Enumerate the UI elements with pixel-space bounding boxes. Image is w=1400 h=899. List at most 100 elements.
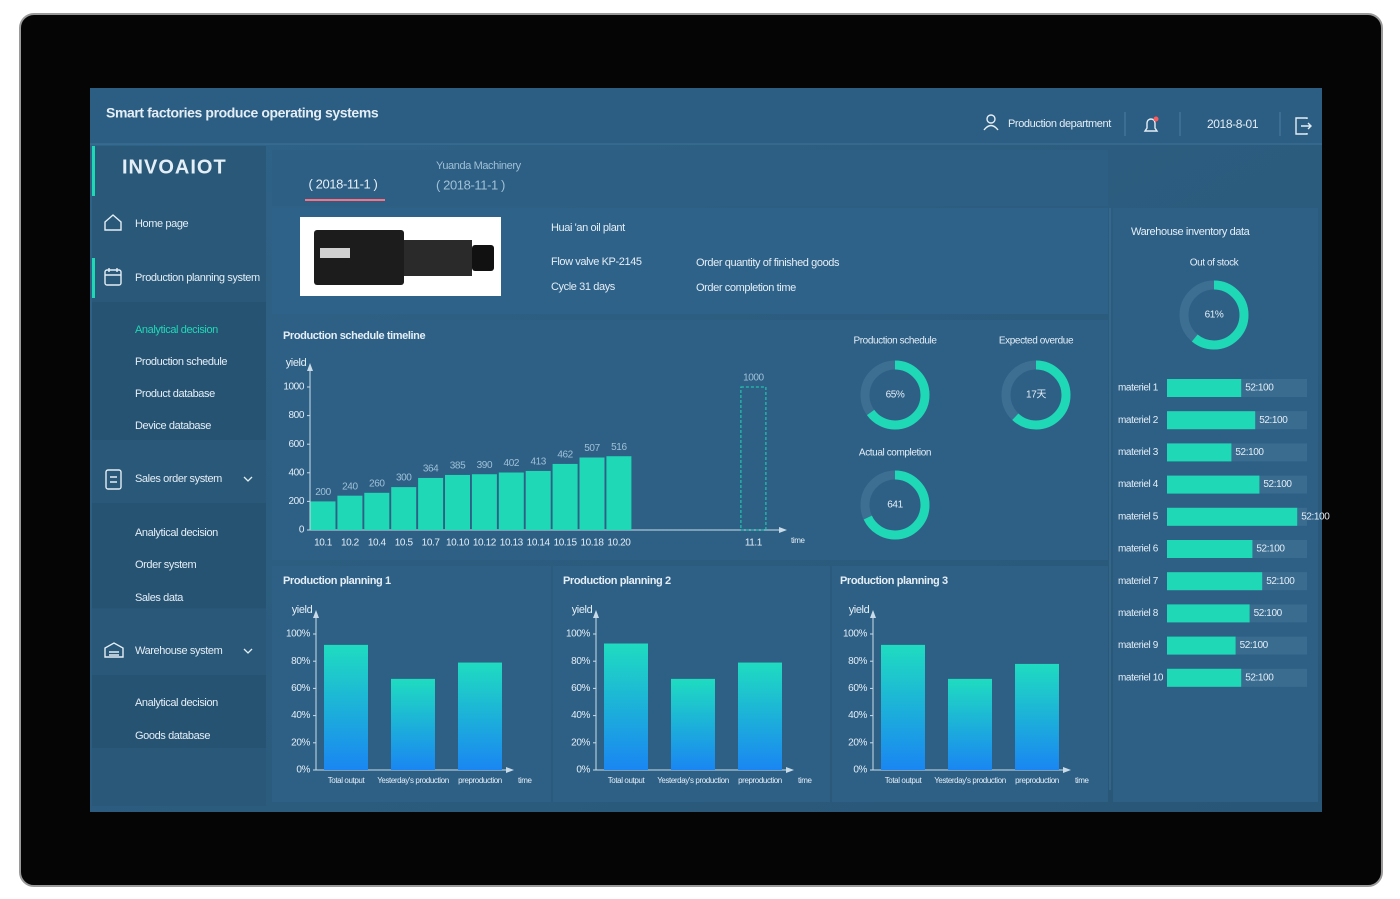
y-tick-label: 20% (848, 737, 867, 748)
material-label: 52:100 (1254, 608, 1283, 619)
submenu-item[interactable]: Analytical decision (135, 527, 219, 539)
warehouse-panel (1113, 208, 1318, 802)
material-name: materiel 10 (1118, 672, 1164, 683)
y-axis-label: yield (292, 604, 313, 616)
submenu-item[interactable]: Product database (135, 388, 216, 400)
value-label: 300 (396, 473, 412, 484)
bar (391, 678, 435, 770)
value-label: 200 (315, 487, 331, 498)
material-label: 52:100 (1245, 383, 1274, 394)
submenu-item[interactable]: Analytical decision (135, 324, 219, 336)
x-tick-label: preproduction (738, 776, 782, 785)
material-bar (1167, 379, 1242, 397)
bar (606, 456, 632, 530)
product-cycle: Cycle 31 days (551, 281, 616, 293)
valve-drawing (314, 230, 494, 285)
value-label: 1000 (743, 373, 764, 384)
material-bar (1167, 572, 1263, 591)
submenu-item[interactable]: Goods database (135, 730, 211, 742)
submenu-block (92, 503, 266, 609)
panel-title: Warehouse inventory data (1131, 226, 1251, 238)
gauge-arc (860, 470, 930, 540)
gauge-arc (1179, 280, 1249, 350)
expand-chevron[interactable] (243, 476, 253, 482)
y-tick-label: 0% (853, 765, 867, 776)
current-date: 2018-8-01 (1207, 117, 1259, 131)
x-axis-label: time (518, 776, 532, 785)
menu-item[interactable]: Production planning system (135, 272, 260, 284)
tab-label[interactable]: ( 2018-11-1 ) (309, 176, 378, 191)
bar (391, 487, 417, 530)
submenu-item[interactable]: Analytical decision (135, 697, 219, 709)
y-axis-label: yield (286, 357, 307, 369)
completion-time: Order completion time (696, 282, 796, 294)
y-axis-label: yield (572, 604, 593, 616)
submenu-block (92, 302, 266, 440)
submenu-item[interactable]: Order system (135, 559, 197, 571)
material-label: 52:100 (1259, 415, 1288, 426)
y-tick-label: 60% (571, 683, 590, 694)
bar (471, 474, 497, 530)
y-tick-label: 1000 (283, 382, 304, 393)
y-tick-label: 20% (571, 737, 590, 748)
planning-icon (104, 268, 122, 286)
chart-title: Production schedule timeline (283, 330, 425, 342)
y-tick-label: 40% (571, 710, 590, 721)
x-tick-label: 10.18 (580, 538, 604, 549)
material-label: 52:100 (1266, 576, 1295, 587)
x-axis-label: time (791, 536, 805, 545)
x-tick-label: Yesterday's production (934, 776, 1006, 785)
material-label: 52:100 (1240, 640, 1269, 651)
bar (498, 472, 524, 530)
menu-item[interactable]: Sales order system (135, 473, 223, 485)
material-bar (1167, 668, 1242, 687)
material-name: materiel 1 (1118, 383, 1159, 394)
submenu-item[interactable]: Device database (135, 420, 212, 432)
value-label: 516 (611, 442, 627, 453)
bar (418, 477, 444, 530)
menu-item[interactable]: Warehouse system (135, 645, 223, 657)
app-title: Smart factories produce operating system… (106, 105, 379, 121)
user-icon[interactable] (983, 114, 999, 131)
bar (881, 644, 925, 770)
material-name: materiel 4 (1118, 479, 1159, 490)
x-tick-label: Yesterday's production (377, 776, 449, 785)
bar (310, 501, 336, 530)
submenu-item[interactable]: Sales data (135, 592, 185, 604)
x-tick-label: 10.4 (368, 538, 387, 549)
material-name: materiel 2 (1118, 415, 1159, 426)
material-bar (1167, 636, 1236, 655)
product-model: Flow valve KP-2145 (551, 256, 642, 268)
expand-chevron[interactable] (243, 648, 253, 654)
bar (525, 470, 551, 530)
user-department[interactable]: Production department (1008, 118, 1112, 130)
y-axis-arrow (593, 610, 599, 618)
y-axis-arrow (870, 610, 876, 618)
gauge-value: 17天 (1026, 390, 1046, 401)
notification-icon[interactable] (1143, 116, 1159, 132)
bar (324, 644, 368, 770)
material-label: 52:100 (1245, 672, 1274, 683)
submenu-item[interactable]: Production schedule (135, 356, 228, 368)
y-tick-label: 400 (289, 467, 305, 478)
y-tick-label: 20% (291, 737, 310, 748)
gauge-title: Actual completion (859, 448, 931, 459)
value-label: 260 (369, 478, 385, 489)
material-bar (1167, 540, 1253, 558)
tab-company[interactable]: Yuanda Machinery (436, 160, 522, 172)
bar (740, 386, 767, 531)
x-axis-arrow (786, 767, 794, 773)
x-tick-label: preproduction (458, 776, 502, 785)
menu-item[interactable]: Home page (135, 218, 189, 230)
chart-title: Production planning 1 (283, 575, 391, 587)
x-axis-label: time (798, 776, 812, 785)
x-tick-label: 10.20 (607, 538, 631, 549)
material-name: materiel 3 (1118, 447, 1159, 458)
logout-icon[interactable] (1295, 117, 1312, 135)
x-axis-arrow (779, 527, 787, 533)
y-axis-arrow (307, 363, 313, 371)
x-tick-label: 10.7 (422, 538, 441, 549)
tab-label[interactable]: ( 2018-11-1 ) (436, 177, 505, 192)
x-tick-label: 10.13 (500, 538, 524, 549)
